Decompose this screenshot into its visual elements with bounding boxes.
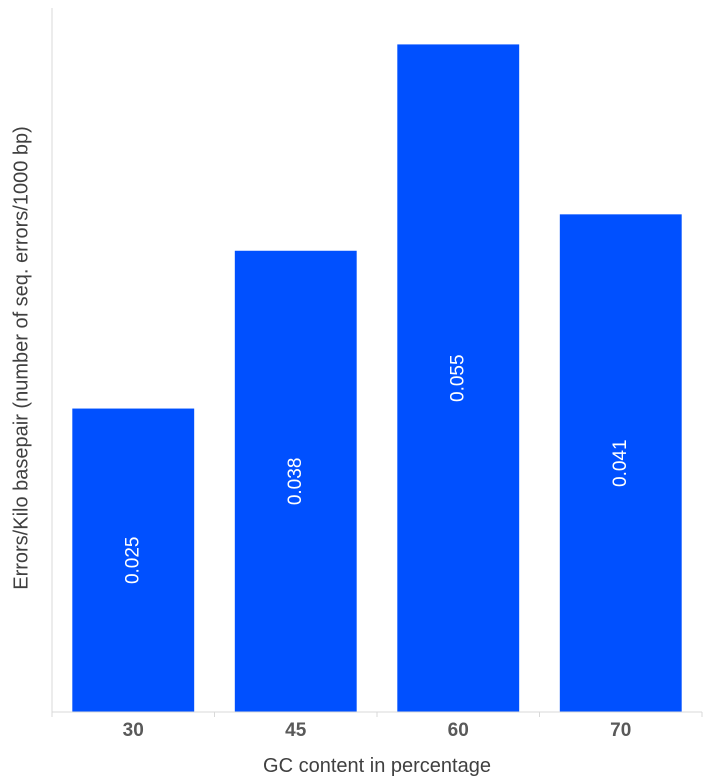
x-tick-label-70: 70: [610, 720, 631, 741]
data-label-30: 0.025: [122, 537, 143, 585]
x-tick-label-60: 60: [448, 720, 469, 741]
bar-70: [559, 214, 682, 712]
x-axis-title: GC content in percentage: [263, 755, 491, 777]
bar-45: [234, 250, 357, 713]
bar-60: [397, 44, 520, 712]
data-label-60: 0.055: [447, 354, 468, 402]
data-labels-layer: 0.025 0.038 0.055 0.041: [122, 354, 631, 584]
x-tick-label-45: 45: [285, 720, 307, 741]
bar-30: [72, 408, 195, 712]
x-ticks-layer: 30 45 60 70: [51, 712, 703, 741]
x-tick-label-30: 30: [123, 720, 144, 741]
data-label-45: 0.038: [285, 458, 306, 506]
data-label-70: 0.041: [610, 439, 631, 487]
y-axis-title: Errors/Kilo basepair (number of seq. err…: [10, 126, 32, 590]
bars-layer: [72, 44, 682, 713]
